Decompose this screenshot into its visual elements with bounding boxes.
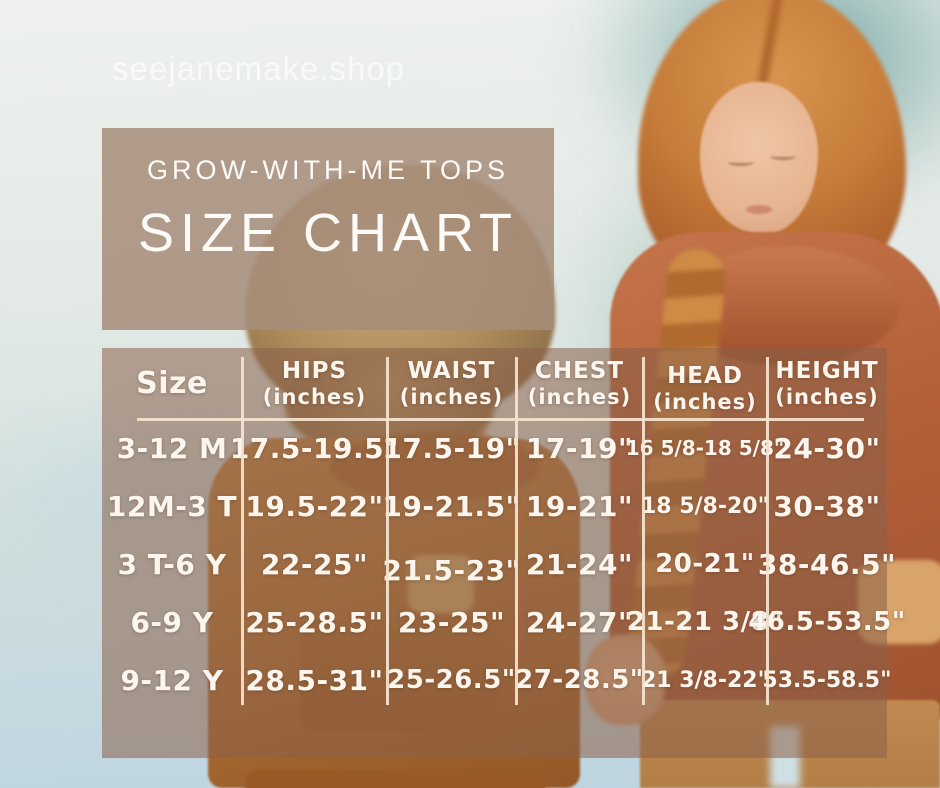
table-cell-head: 20-21"	[655, 549, 755, 579]
girl-eye-right	[770, 152, 796, 160]
table-cell-waist: 23-25"	[397, 605, 506, 639]
size-chart-table: Size HIPS (inches) WAIST (inches) CHEST …	[102, 348, 906, 758]
girl-lips	[746, 205, 772, 214]
table-cell-height: 53.5-58.5"	[762, 667, 892, 693]
table-cell-head: 21 3/8-22"	[640, 667, 770, 693]
column-header-label: HIPS	[281, 357, 348, 384]
column-header-label: HEIGHT	[775, 357, 879, 384]
table-cell-waist: 21.5-23"	[382, 553, 521, 587]
table-cell-size: 6-9 Y	[130, 605, 214, 639]
table-cell-head: 18 5/8-20"	[640, 493, 770, 519]
header-divider	[137, 418, 864, 421]
column-header-unit: (inches)	[399, 384, 504, 409]
column-header-size: Size	[136, 366, 208, 401]
column-header-waist: WAIST (inches)	[387, 348, 516, 419]
column-divider	[766, 357, 769, 705]
column-header-label: HEAD	[667, 362, 743, 389]
table-cell-size: 12M-3 T	[106, 489, 238, 523]
table-cell-hips: 19.5-22"	[245, 489, 384, 523]
table-cell-waist: 25-26.5"	[387, 665, 516, 695]
title-box: GROW-WITH-ME TOPS SIZE CHART	[102, 128, 554, 330]
table-cell-size: 3 T-6 Y	[117, 547, 227, 581]
table-grid: Size HIPS (inches) WAIST (inches) CHEST …	[102, 348, 906, 709]
brand-url: seejanemake.shop	[112, 50, 406, 87]
table-cell-size: 9-12 Y	[120, 663, 224, 697]
column-divider	[515, 357, 518, 705]
table-cell-chest: 19-21"	[525, 489, 634, 523]
product-line-title: GROW-WITH-ME TOPS	[147, 155, 509, 185]
column-header-label: WAIST	[407, 357, 496, 384]
page-title: SIZE CHART	[137, 203, 519, 263]
column-header-chest: CHEST (inches)	[516, 348, 643, 419]
table-cell-waist: 19-21.5"	[382, 489, 521, 523]
column-header-unit: (inches)	[653, 389, 757, 414]
column-header-height: HEIGHT (inches)	[767, 348, 887, 419]
column-divider	[241, 357, 244, 705]
table-cell-waist: 17.5-19"	[382, 431, 521, 465]
table-cell-hips: 22-25"	[260, 547, 369, 581]
table-cell-height: 46.5-53.5"	[748, 607, 906, 637]
column-header-unit: (inches)	[527, 384, 632, 409]
column-divider	[386, 357, 389, 705]
girl-eye-left	[728, 158, 754, 166]
table-cell-hips: 17.5-19.5"	[229, 431, 400, 465]
table-cell-chest: 27-28.5"	[515, 665, 644, 695]
table-cell-chest: 21-24"	[525, 547, 634, 581]
boy-pants	[245, 770, 545, 788]
table-cell-height: 38-46.5"	[757, 547, 897, 581]
table-cell-chest: 24-27"	[525, 605, 634, 639]
column-header-unit: (inches)	[775, 384, 879, 409]
table-cell-head: 16 5/8-18 5/8"	[625, 436, 785, 460]
table-cell-head: 21-21 3/8"	[626, 607, 784, 637]
column-header-hips: HIPS (inches)	[242, 348, 387, 419]
column-divider	[642, 357, 645, 705]
column-header-head: HEAD (inches)	[643, 348, 767, 419]
table-cell-size: 3-12 M	[116, 431, 228, 465]
column-header-unit: (inches)	[262, 384, 367, 409]
table-cell-hips: 25-28.5"	[245, 605, 384, 639]
column-header-label: CHEST	[534, 357, 625, 384]
table-cell-chest: 17-19"	[525, 431, 634, 465]
table-cell-hips: 28.5-31"	[245, 663, 384, 697]
table-cell-height: 24-30"	[773, 431, 881, 465]
table-cell-height: 30-38"	[773, 489, 881, 523]
